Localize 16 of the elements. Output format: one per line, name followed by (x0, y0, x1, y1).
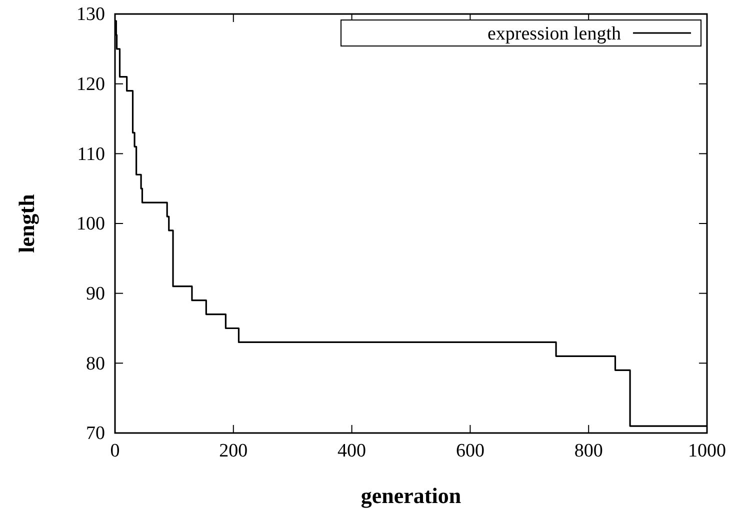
x-axis-title: generation (360, 483, 462, 508)
x-tick-label: 0 (110, 440, 120, 462)
y-tick-label: 70 (86, 423, 105, 444)
x-tick-label: 200 (219, 440, 248, 462)
y-axis-title: length (14, 194, 39, 253)
y-tick-label: 80 (86, 353, 105, 374)
y-tick-label: 130 (76, 4, 105, 26)
x-tick-label: 600 (456, 440, 484, 462)
y-tick-label: 100 (76, 214, 105, 235)
y-tick-label: 110 (77, 144, 105, 165)
x-tick-label: 400 (338, 440, 366, 462)
legend-label: expression length (487, 24, 622, 45)
x-tick-label: 800 (574, 440, 603, 462)
y-tick-label: 120 (76, 74, 105, 95)
x-tick-label: 1000 (688, 440, 726, 462)
y-tick-label: 90 (86, 283, 105, 304)
